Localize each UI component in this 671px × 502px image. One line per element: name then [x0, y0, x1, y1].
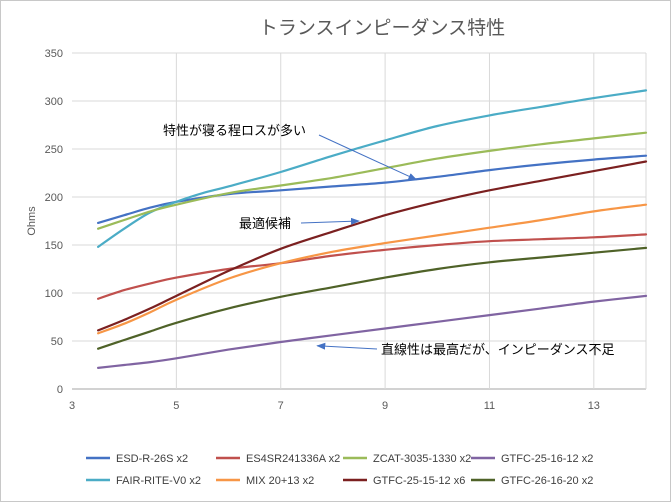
y-tick-label: 0 [57, 384, 63, 396]
x-tick-label: 5 [173, 400, 179, 412]
x-tick-label: 13 [588, 400, 600, 412]
annotation-arrow [318, 134, 418, 181]
series-line [97, 160, 648, 332]
legend-label: MIX 20+13 x2 [246, 475, 314, 487]
legend-label: ES4SR241336A x2 [246, 453, 340, 465]
y-tick-label: 300 [45, 96, 63, 108]
annotation-text: 最適候補 [239, 216, 291, 232]
x-tick-label: 11 [484, 400, 495, 412]
legend-label: FAIR-RITE-V0 x2 [116, 475, 201, 487]
annotation-arrow [300, 217, 360, 225]
annotation-text: 特性が寝る程ロスが多い [163, 123, 306, 139]
tick-labels: 0 50 100 150 200 250 300 350 3 5 7 9 11 13 [45, 48, 600, 412]
chart-title: トランスインピーダンス特性 [259, 17, 505, 39]
series-lines [97, 89, 648, 369]
y-tick-label: 150 [45, 240, 63, 252]
series-line [97, 154, 648, 224]
y-tick-label: 100 [45, 288, 63, 300]
legend-label: GTFC-25-15-12 x6 [373, 475, 465, 487]
annotation-arrow [316, 342, 378, 350]
legend: ESD-R-26S x2 ES4SR241336A x2 ZCAT-3035-133… [86, 453, 593, 487]
x-tick-label: 9 [382, 400, 388, 412]
y-tick-label: 250 [45, 144, 63, 156]
series-line [97, 294, 648, 369]
series-line [97, 89, 648, 248]
series-line [97, 246, 648, 350]
annotation-text: 直線性は最高だが、インピーダンス不足 [381, 342, 614, 358]
series-line [97, 233, 648, 300]
series-line [97, 203, 648, 335]
legend-label: GTFC-25-16-12 x2 [501, 453, 593, 465]
legend-label: ZCAT-3035-1330 x2 [373, 453, 471, 465]
y-tick-label: 50 [51, 336, 63, 348]
legend-label: ESD-R-26S x2 [116, 453, 188, 465]
x-tick-label: 7 [278, 400, 284, 412]
legend-label: GTFC-26-16-20 x2 [501, 475, 593, 487]
y-tick-label: 200 [45, 192, 63, 204]
y-axis-label: Ohms [26, 206, 38, 236]
x-tick-label: 3 [69, 400, 75, 412]
series-line [97, 131, 648, 230]
y-tick-label: 350 [45, 48, 63, 60]
